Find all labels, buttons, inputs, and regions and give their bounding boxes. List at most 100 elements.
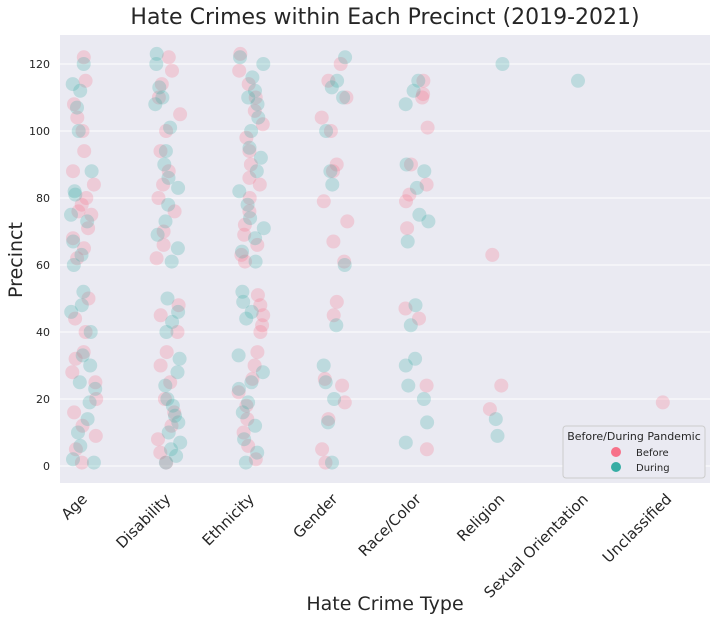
point-during-109 (409, 180, 424, 195)
point-during-115 (408, 351, 423, 366)
point-before-80 (245, 371, 260, 386)
point-before-108 (415, 90, 430, 105)
point-during-118 (416, 392, 431, 406)
point-during-45 (159, 325, 174, 339)
point-before-62 (242, 144, 257, 159)
point-before-96 (326, 234, 341, 249)
point-before-15 (70, 251, 85, 266)
point-before-64 (242, 170, 257, 185)
point-during-25 (66, 452, 80, 467)
point-before-61 (239, 130, 254, 145)
point-during-124 (571, 73, 585, 88)
point-during-60 (245, 70, 260, 85)
point-before-67 (242, 204, 257, 219)
point-before-87 (333, 57, 348, 71)
point-before-39 (167, 204, 182, 219)
point-during-6 (67, 184, 82, 199)
point-during-87 (237, 432, 252, 447)
x-tick-label-7: Unclassified (599, 490, 675, 566)
point-before-93 (326, 164, 340, 179)
point-during-67 (253, 150, 268, 165)
point-before-109 (420, 120, 435, 135)
point-during-20 (88, 381, 103, 396)
point-before-27 (68, 442, 83, 457)
y-tick-label-20: 20 (36, 393, 50, 406)
x-tick-label-4: Race/Color (355, 490, 426, 561)
y-axis-label: Precinct (5, 222, 27, 298)
point-before-48 (163, 375, 178, 390)
point-before-46 (159, 345, 174, 360)
point-during-112 (400, 234, 415, 249)
chart-title: Hate Crimes within Each Precinct (2019-2… (130, 5, 639, 30)
point-before-44 (153, 308, 168, 323)
point-before-114 (400, 221, 415, 236)
point-before-68 (237, 217, 252, 232)
point-before-12 (81, 221, 96, 236)
point-during-34 (157, 157, 172, 172)
point-before-17 (68, 311, 83, 326)
point-during-114 (403, 318, 418, 333)
plot-background (60, 35, 710, 483)
point-before-59 (247, 103, 262, 118)
y-tick-labels: 0 20 40 60 80 100 120 (29, 58, 50, 473)
point-before-97 (337, 254, 352, 269)
legend-label-before: Before (636, 448, 669, 459)
point-before-54 (159, 455, 174, 470)
point-before-76 (255, 318, 270, 333)
point-before-77 (253, 325, 268, 339)
point-before-30 (165, 63, 179, 78)
point-before-79 (247, 358, 262, 373)
point-during-79 (239, 311, 254, 326)
point-during-50 (165, 398, 180, 413)
point-during-26 (86, 455, 101, 470)
point-during-123 (490, 428, 505, 443)
point-during-93 (336, 90, 351, 105)
point-before-7 (86, 177, 101, 192)
point-during-38 (158, 214, 173, 229)
point-before-90 (314, 110, 329, 125)
point-during-41 (164, 254, 179, 269)
point-before-41 (156, 237, 171, 252)
point-before-81 (231, 385, 246, 400)
point-before-83 (240, 412, 255, 427)
point-during-69 (232, 184, 247, 199)
point-before-86 (248, 452, 263, 467)
point-during-83 (231, 381, 246, 396)
point-during-18 (83, 358, 98, 373)
point-during-121 (495, 57, 510, 71)
point-during-100 (318, 375, 333, 390)
point-before-11 (84, 207, 99, 222)
point-before-22 (88, 375, 103, 390)
point-during-117 (401, 378, 416, 393)
point-during-103 (325, 455, 339, 470)
point-before-119 (485, 247, 500, 262)
point-during-59 (256, 57, 271, 71)
point-before-100 (317, 371, 332, 386)
point-before-99 (326, 308, 341, 323)
point-before-58 (248, 90, 263, 105)
point-during-86 (248, 418, 263, 433)
point-before-120 (494, 378, 509, 393)
point-during-40 (170, 241, 185, 256)
point-before-92 (329, 157, 344, 172)
point-during-105 (406, 83, 421, 98)
point-before-104 (315, 442, 330, 457)
point-before-51 (164, 418, 179, 433)
point-before-115 (398, 301, 413, 316)
point-before-74 (253, 298, 268, 313)
x-tick-label-1: Disability (112, 490, 174, 552)
point-before-111 (419, 177, 434, 192)
point-before-75 (256, 308, 271, 323)
point-during-39 (150, 227, 165, 242)
x-tick-label-3: Gender (290, 490, 342, 542)
point-before-110 (404, 157, 418, 172)
point-before-107 (416, 87, 431, 102)
point-during-35 (161, 170, 176, 185)
point-during-5 (84, 164, 99, 179)
point-before-95 (340, 214, 355, 229)
point-during-28 (149, 57, 164, 71)
point-before-10 (71, 204, 86, 219)
point-during-74 (235, 244, 249, 259)
point-before-45 (170, 325, 185, 339)
point-during-102 (321, 415, 335, 430)
